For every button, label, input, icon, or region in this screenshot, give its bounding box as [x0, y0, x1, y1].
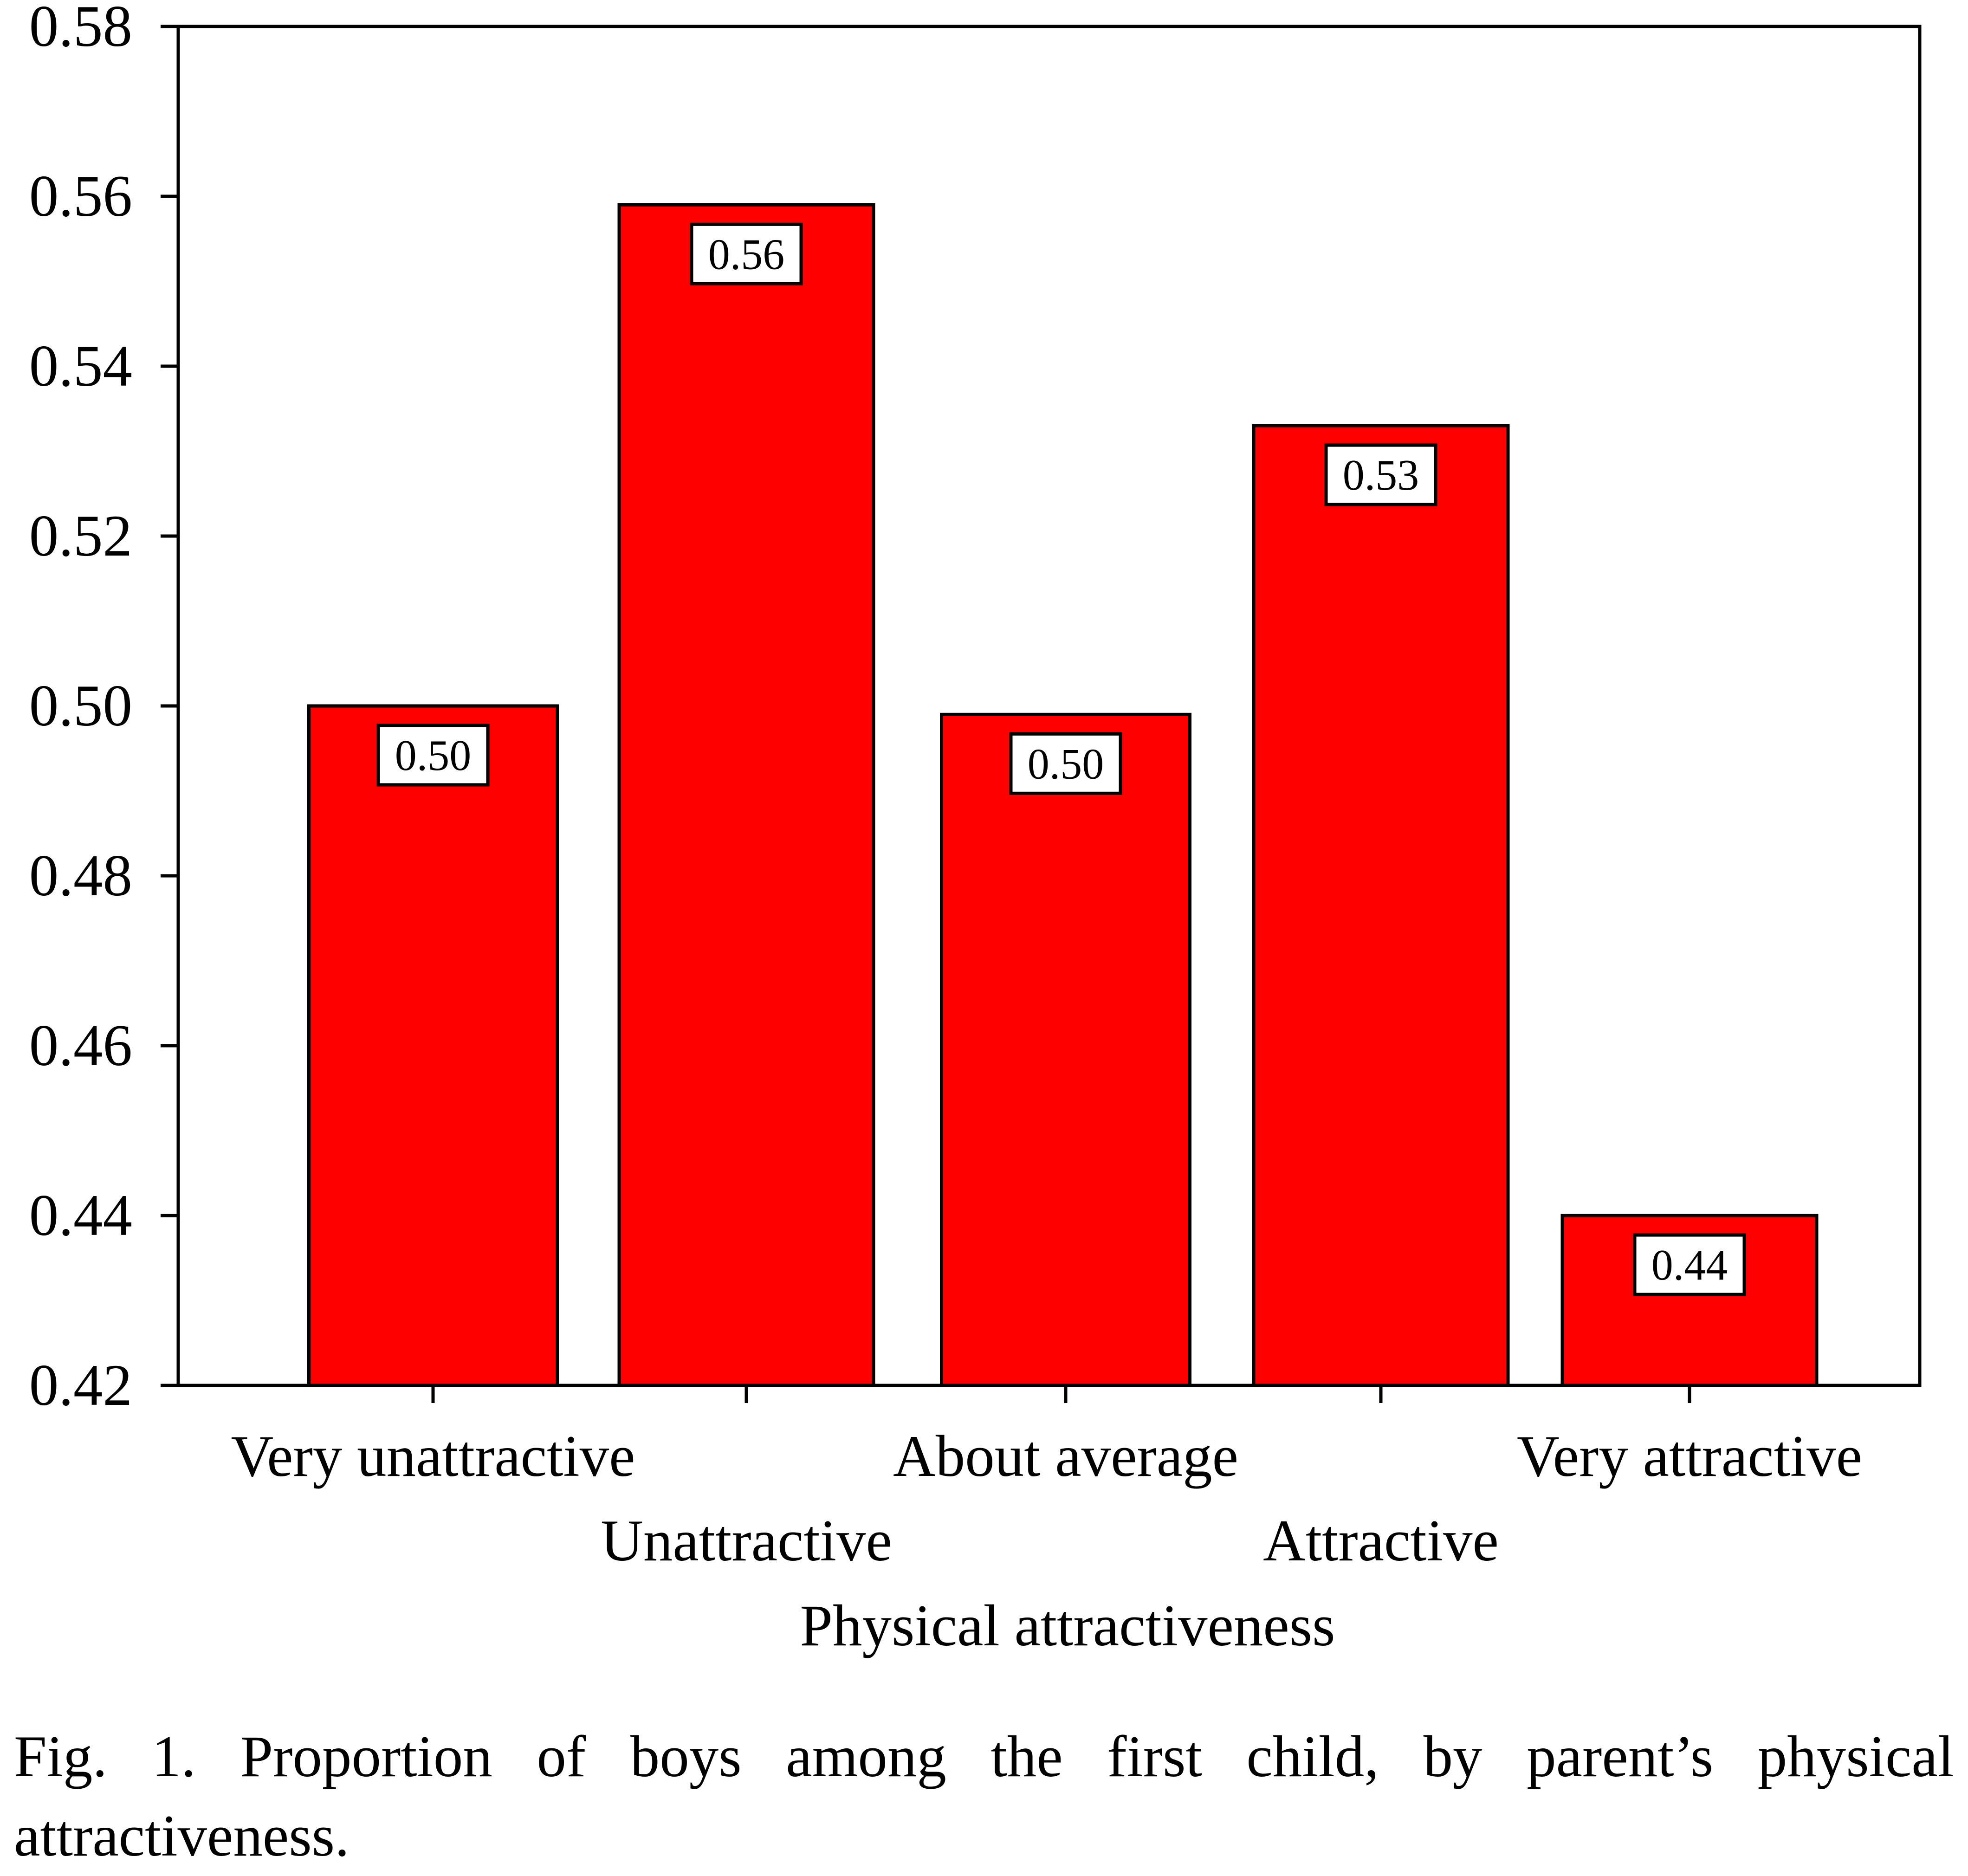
x-tick-label: Unattractive — [601, 1508, 892, 1573]
y-tick-label: 0.42 — [29, 1353, 132, 1418]
y-tick-label: 0.58 — [29, 0, 132, 59]
x-axis-title: Physical attractiveness — [800, 1593, 1335, 1658]
bar — [940, 712, 1191, 1387]
data-label: 0.50 — [376, 724, 490, 787]
x-tick-label: About average — [893, 1424, 1238, 1489]
data-label: 0.44 — [1633, 1233, 1746, 1296]
y-axis-ticks: 0.42 0.44 0.46 0.48 0.50 0.52 0.54 0.56 0.58 — [29, 0, 178, 1418]
data-label: 0.50 — [1009, 732, 1122, 795]
data-label: 0.53 — [1324, 443, 1437, 506]
figure-caption: Fig. 1. Proportion of boys among the fir… — [14, 1724, 1954, 1869]
data-label-box — [690, 222, 803, 285]
x-tick-label: Very attractive — [1517, 1424, 1862, 1489]
data-label-text: 0.56 — [708, 230, 785, 278]
x-tick-label: Attractive — [1263, 1508, 1499, 1573]
y-tick-label: 0.54 — [29, 334, 132, 399]
data-label-text: 0.44 — [1651, 1241, 1728, 1289]
y-tick-label: 0.50 — [29, 673, 132, 738]
data-labels: 0.50 0.56 0.50 0.53 0.44 — [376, 222, 1746, 1296]
y-tick-label: 0.56 — [29, 164, 132, 229]
data-label-text: 0.53 — [1343, 451, 1419, 499]
data-label: 0.56 — [690, 222, 803, 285]
data-label-text: 0.50 — [395, 731, 472, 780]
data-label-box — [376, 724, 490, 787]
bar — [617, 203, 875, 1387]
y-tick-label: 0.44 — [29, 1183, 132, 1248]
data-label-box — [1324, 443, 1437, 506]
bar-chart: 0.50 0.56 0.50 0.53 0.44 0.42 0.44 0.46 0.48 0.5… — [29, 0, 1922, 1658]
bars — [307, 203, 1819, 1387]
bar — [307, 704, 559, 1387]
data-label-box — [1009, 732, 1122, 795]
data-label-box — [1633, 1233, 1746, 1296]
y-tick-label: 0.52 — [29, 504, 132, 569]
data-label-text: 0.50 — [1028, 740, 1104, 788]
x-tick-label: Very unattractive — [231, 1424, 635, 1489]
y-tick-label: 0.46 — [29, 1013, 132, 1078]
y-tick-label: 0.48 — [29, 843, 132, 908]
bar — [1252, 424, 1510, 1387]
